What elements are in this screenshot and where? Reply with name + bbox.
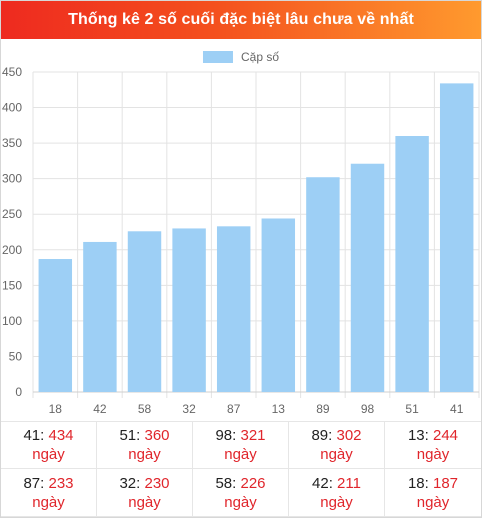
stat-line: 89: 302: [311, 426, 361, 445]
stat-number: 98: [215, 427, 233, 444]
stat-line: 13: 244: [408, 426, 458, 445]
stat-cell: 58: 226 ngày: [193, 469, 289, 517]
stat-days: 434: [48, 427, 74, 444]
stat-days: 302: [336, 427, 362, 444]
stat-number: 51: [119, 427, 137, 444]
y-tick-label: 150: [2, 278, 22, 292]
y-tick-label: 350: [2, 136, 22, 150]
legend-swatch: [202, 51, 233, 63]
stat-separator: :: [40, 427, 49, 444]
stat-unit: ngày: [128, 493, 161, 511]
stat-number: 42: [312, 474, 329, 492]
stat-line: 32: 230: [119, 474, 169, 493]
stat-unit: ngày: [320, 446, 353, 463]
stat-separator: :: [424, 474, 433, 492]
card-title: Thống kê 2 số cuối đặc biệt lâu chưa về …: [68, 11, 414, 28]
bar: [216, 226, 251, 392]
y-tick-label: 0: [15, 385, 22, 399]
stat-separator: :: [136, 474, 145, 492]
bar-chart: Cặp số 0 50 100 150 200 250 300 350 400 450 18 42 58 3…: [1, 39, 481, 421]
stat-days: 226: [240, 474, 266, 492]
stat-line: 98: 321: [215, 426, 265, 445]
stat-unit: ngày: [224, 446, 257, 463]
stat-cell: 18: 187 ngày: [385, 469, 481, 517]
stat-unit: ngày: [32, 493, 65, 511]
x-tick-label: 32: [182, 402, 196, 416]
stat-unit: ngày: [416, 446, 450, 463]
stat-cell: 89: 302 ngày: [289, 422, 385, 469]
stat-number: 58: [215, 474, 233, 492]
stat-days: 211: [337, 474, 361, 492]
bar: [350, 163, 385, 392]
x-tick-label: 58: [138, 402, 152, 416]
stat-separator: :: [424, 427, 433, 444]
stat-cell: 32: 230 ngày: [97, 469, 193, 517]
stat-cell: 51: 360 ngày: [97, 422, 193, 469]
bar: [261, 218, 296, 392]
y-tick-label: 300: [2, 172, 22, 186]
stat-line: 18: 187: [408, 474, 458, 493]
stat-cell: 87: 233 ngày: [1, 469, 97, 517]
x-tick-label: 89: [316, 402, 330, 416]
stat-days: 244: [433, 427, 459, 444]
stat-number: 18: [407, 474, 425, 492]
stat-separator: :: [328, 427, 337, 444]
stat-days: 233: [48, 474, 74, 492]
legend-label: Cặp số: [241, 50, 279, 64]
x-tick-label: 41: [450, 402, 464, 416]
stat-days: 187: [433, 474, 459, 492]
bar: [172, 228, 206, 392]
y-tick-label: 450: [2, 65, 22, 79]
stat-separator: :: [232, 427, 241, 444]
stat-days: 321: [240, 427, 266, 444]
x-tick-label: 51: [405, 402, 419, 416]
stat-unit: ngày: [320, 493, 353, 511]
stat-separator: :: [232, 474, 241, 492]
x-tick-label: 98: [361, 402, 375, 416]
stat-number: 32: [119, 474, 137, 492]
stat-cell: 42: 211 ngày: [289, 469, 385, 517]
stat-number: 87: [23, 474, 41, 492]
chart-canvas: Cặp số 0 50 100 150 200 250 300 350 400 450 18 42 58 3…: [2, 50, 480, 416]
y-tick-label: 200: [2, 243, 22, 257]
stat-unit: ngày: [32, 446, 65, 463]
bar: [83, 241, 117, 392]
bar: [395, 136, 429, 392]
bar: [306, 177, 340, 392]
stat-line: 58: 226: [215, 474, 265, 493]
x-tick-label: 13: [272, 402, 286, 416]
y-tick-label: 50: [9, 349, 23, 363]
bar: [127, 231, 162, 392]
bar: [439, 83, 474, 392]
stat-number: 13: [407, 427, 425, 444]
bar: [38, 259, 73, 392]
stat-separator: :: [40, 474, 49, 492]
card-header: Thống kê 2 số cuối đặc biệt lâu chưa về …: [1, 1, 481, 39]
stat-line: 41: 434: [23, 426, 73, 445]
stat-unit: ngày: [224, 493, 257, 511]
stat-separator: :: [328, 474, 338, 492]
x-tick-label: 42: [93, 402, 107, 416]
stat-unit: ngày: [416, 493, 450, 511]
stat-cell: 13: 244 ngày: [385, 422, 481, 469]
stat-number: 41: [23, 427, 41, 444]
stat-days: 230: [144, 474, 170, 492]
stat-cell: 98: 321 ngày: [193, 422, 289, 469]
stat-cell: 41: 434 ngày: [1, 422, 97, 469]
x-tick-label: 87: [227, 402, 241, 416]
stat-line: 42: 211: [312, 474, 361, 493]
y-tick-label: 250: [2, 207, 22, 221]
y-tick-label: 400: [2, 101, 22, 115]
stat-line: 87: 233: [23, 474, 73, 493]
stat-days: 360: [144, 427, 170, 444]
stat-line: 51: 360: [119, 426, 169, 445]
stat-number: 89: [311, 427, 329, 444]
stats-grid: 41: 434 ngày 51: 360 ngày 98: 321 ngày 89: 302…: [1, 421, 481, 518]
y-tick-label: 100: [2, 314, 22, 328]
stat-separator: :: [136, 427, 145, 444]
x-tick-label: 18: [49, 402, 63, 416]
stat-unit: ngày: [128, 446, 161, 463]
